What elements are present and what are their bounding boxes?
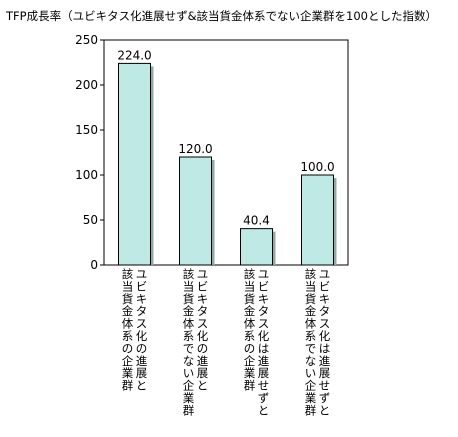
chart-title: TFP成長率（ユビキタス化進展せず&該当貨金体系でない企業群を100とした指数） bbox=[5, 9, 437, 23]
category-labels: ユビキタス化の進展と該当貨金体系の企業群 ユビキタス化の進展と該当貨金体系でない企… bbox=[122, 267, 331, 417]
y-tick-label: 150 bbox=[75, 123, 98, 137]
category-label: ユビキタス化の進展と該当貨金体系でない企業群 bbox=[183, 267, 209, 417]
y-tick-label: 250 bbox=[75, 33, 98, 47]
bar-group bbox=[118, 62, 337, 266]
bar-value-label: 120.0 bbox=[178, 142, 212, 156]
y-tick-label: 50 bbox=[83, 213, 98, 227]
y-axis-ticks: 0 50 100 150 200 250 bbox=[75, 33, 104, 272]
y-tick-label: 0 bbox=[90, 258, 98, 272]
y-tick-label: 100 bbox=[75, 168, 98, 182]
category-label: ユビキタス化は進展せずと該当貨金体系の企業群 bbox=[244, 267, 270, 417]
bar bbox=[118, 62, 151, 266]
bar-value-label: 224.0 bbox=[117, 48, 151, 62]
category-label: ユビキタス化の進展と該当貨金体系の企業群 bbox=[122, 267, 148, 393]
bar bbox=[301, 174, 334, 266]
data-labels: 224.0 120.0 40.4 100.0 bbox=[117, 48, 334, 227]
bar-value-label: 100.0 bbox=[300, 160, 334, 174]
bar bbox=[179, 156, 212, 266]
category-label: ユビキタス化は進展せずと該当貨金体系でない企業群 bbox=[305, 267, 331, 417]
bar bbox=[240, 228, 273, 266]
y-tick-label: 200 bbox=[75, 78, 98, 92]
plot-frame bbox=[103, 39, 349, 266]
bar-value-label: 40.4 bbox=[243, 214, 270, 228]
